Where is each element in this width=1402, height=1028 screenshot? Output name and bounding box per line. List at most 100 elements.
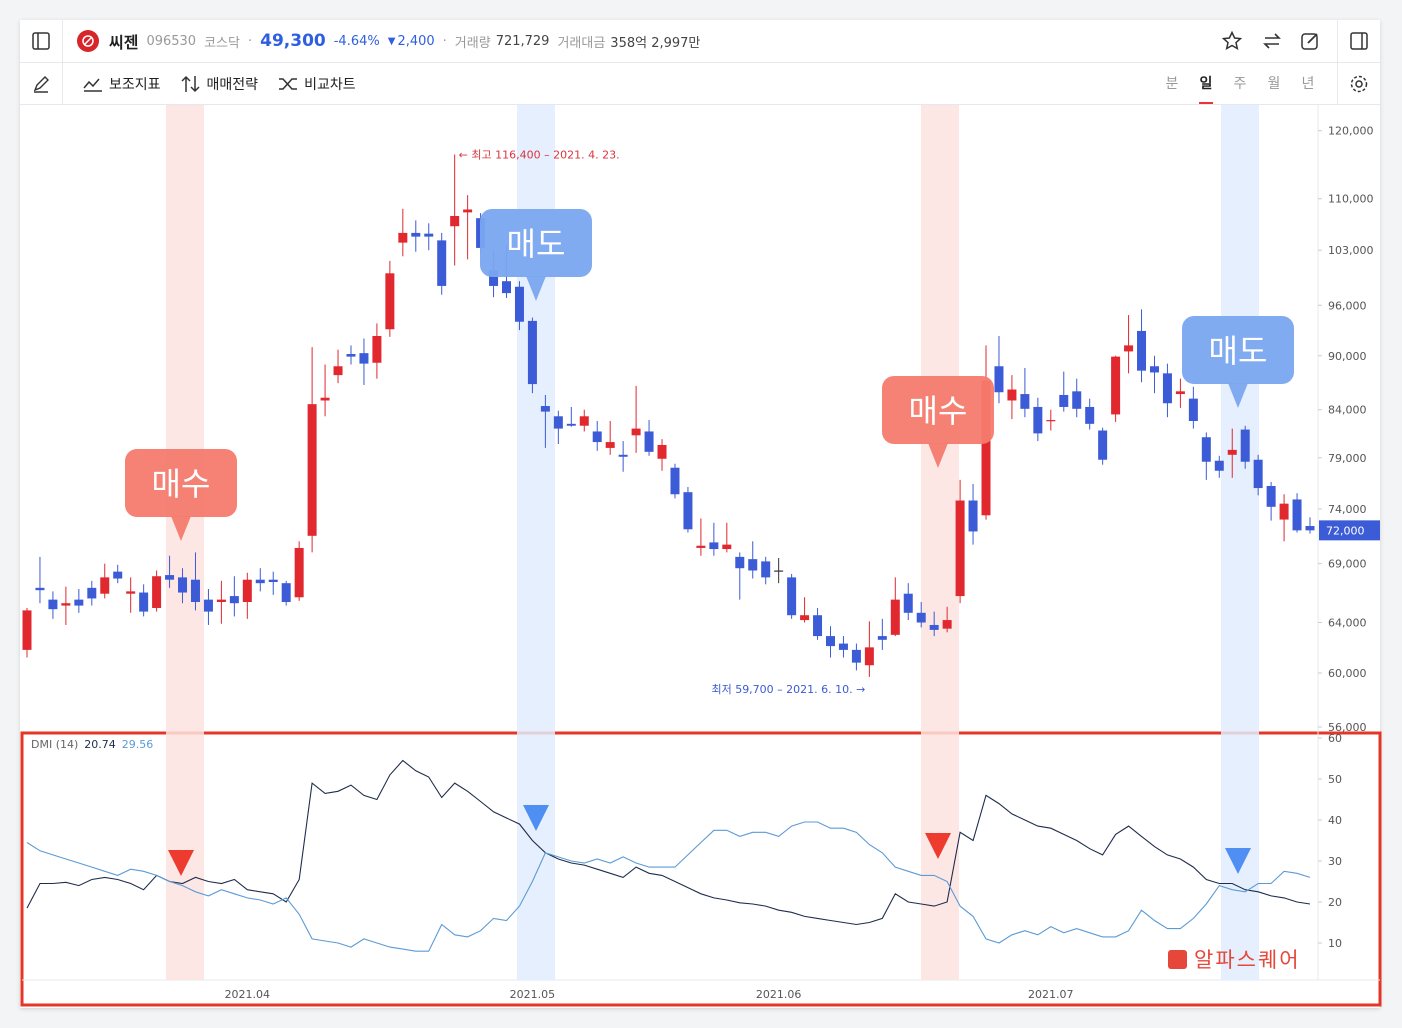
candle-body [670, 467, 680, 495]
header: 씨젠 096530 코스닥 · 49,300 -4.64% ▼ 2,400 · … [20, 20, 1380, 63]
candle-body [113, 571, 123, 579]
signal-bubble [125, 449, 237, 517]
low-annotation: 최저 59,700 – 2021. 6. 10. → [711, 683, 865, 696]
period-tab[interactable]: 월 [1267, 75, 1281, 92]
x-tick-label: 2021.07 [1028, 988, 1074, 1001]
y2-tick-label: 30 [1328, 855, 1342, 868]
dmi-line [26, 759, 1311, 926]
candle-body [1214, 460, 1224, 471]
candle-body [605, 442, 615, 448]
candle-body [165, 575, 175, 580]
candle-body [1020, 394, 1030, 409]
dmi-value: 20.74 [84, 738, 116, 751]
period-tab[interactable]: 주 [1233, 75, 1247, 92]
tool[interactable]: 보조지표 [83, 74, 161, 94]
candle-body [346, 354, 356, 357]
signal-marker [168, 850, 194, 876]
signal-pointer [526, 276, 546, 301]
candle-body [942, 620, 952, 629]
period-tab[interactable]: 분 [1165, 75, 1179, 92]
candle-body [385, 273, 395, 330]
dmi-legend: DMI (14) 20.74 29.56 [31, 738, 153, 751]
settings-button[interactable] [1338, 63, 1380, 105]
candle-body [1201, 437, 1211, 462]
candle-body [800, 615, 810, 621]
candle-body [333, 366, 343, 376]
candle-body [825, 636, 835, 647]
signal-bubble [480, 209, 592, 277]
candle-body [787, 577, 797, 616]
favorite-button[interactable] [1211, 20, 1253, 62]
candle-body [307, 404, 317, 536]
last-price-tag [1319, 520, 1380, 541]
candle-body [1253, 459, 1263, 489]
draw-button[interactable] [20, 63, 62, 105]
sidebar-toggle[interactable] [20, 20, 62, 62]
y2-tick-label: 20 [1328, 896, 1342, 909]
candle-body [657, 444, 667, 459]
candle-body [1098, 430, 1108, 460]
volume: 721,729 [495, 33, 550, 49]
y-tick-label: 74,000 [1328, 503, 1367, 516]
y-tick-label: 120,000 [1328, 125, 1374, 138]
candle-body [527, 320, 537, 385]
candle-body [955, 500, 965, 597]
candle-body [709, 542, 719, 550]
watermark-icon [1168, 950, 1187, 969]
amount-label: 거래대금 [557, 35, 606, 51]
candle-body [35, 587, 45, 591]
candle-body [1124, 345, 1134, 352]
candle-body [1059, 394, 1069, 407]
candle-body [450, 216, 460, 227]
candle-body [359, 353, 369, 364]
candle-body [242, 579, 252, 603]
candle-body [1085, 406, 1095, 424]
candle-body [903, 593, 913, 613]
swap-button[interactable] [1253, 20, 1291, 62]
candle-body [514, 286, 524, 322]
y2-tick-label: 10 [1328, 937, 1342, 950]
stock-logo [77, 30, 99, 52]
period-tab[interactable]: 일 [1189, 64, 1223, 104]
tool[interactable]: 비교차트 [278, 74, 356, 94]
candle-body [463, 209, 473, 213]
y2-tick-label: 60 [1328, 732, 1342, 745]
last-price-label: 72,000 [1326, 524, 1365, 537]
candle-body [592, 431, 602, 443]
dmi-title: DMI (14) [31, 738, 78, 751]
dmi-line [26, 821, 1311, 952]
candle-body [722, 544, 732, 550]
signal-band [1221, 105, 1259, 980]
signal-marker [1225, 848, 1251, 874]
candle-body [631, 428, 641, 436]
candle-body [994, 366, 1004, 393]
edit-button[interactable] [1291, 20, 1329, 62]
candle-body [100, 577, 110, 594]
signal-label: 매도 [1209, 332, 1268, 370]
candle-body [437, 240, 447, 286]
y-tick-label: 96,000 [1328, 299, 1367, 312]
candle-body [968, 500, 978, 532]
candle-body [1279, 503, 1289, 520]
tool-label: 매매전략 [206, 76, 259, 93]
y-tick-label: 90,000 [1328, 350, 1367, 363]
signal-marker [925, 833, 951, 859]
y-tick-label: 79,000 [1328, 452, 1367, 465]
period-tab[interactable]: 년 [1301, 75, 1315, 92]
amount: 358억 2,997만 [610, 35, 701, 51]
volume-label: 거래량 [454, 35, 491, 51]
y-tick-label: 60,000 [1328, 667, 1367, 680]
signal-bubble [882, 376, 994, 444]
candle-body [22, 610, 32, 650]
candle-body [281, 583, 291, 603]
candle-body [320, 397, 330, 401]
candle-body [1046, 420, 1056, 422]
candle-body [424, 233, 434, 237]
panel-toggle[interactable] [1338, 20, 1380, 62]
candle-body [502, 281, 512, 294]
tool[interactable]: 매매전략 [181, 74, 259, 94]
change: 2,400 [397, 33, 435, 49]
candle-body [916, 612, 926, 623]
